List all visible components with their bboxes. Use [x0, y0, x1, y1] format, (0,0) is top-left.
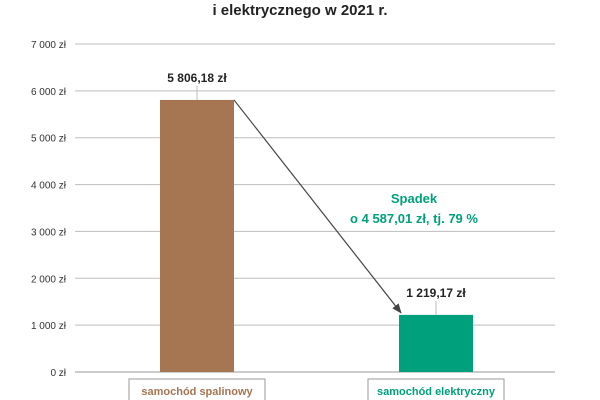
category-label: samochód elektryczny	[377, 386, 496, 398]
y-tick-label: 0 zł	[50, 368, 66, 379]
gridlines	[75, 43, 555, 373]
y-axis: 0 zł 1 000 zł 2 000 zł 3 000 zł 4 000 zł 5 00…	[31, 40, 67, 379]
y-tick-label: 1 000 zł	[31, 321, 67, 332]
decrease-arrow	[233, 99, 402, 314]
y-tick-label: 7 000 zł	[31, 40, 67, 51]
y-tick-label: 5 000 zł	[31, 134, 67, 145]
annotation-line: Spadek	[391, 191, 438, 206]
y-tick-label: 2 000 zł	[31, 274, 67, 285]
decrease-annotation: Spadek o 4 587,01 zł, tj. 79 %	[350, 191, 478, 226]
y-tick-label: 6 000 zł	[31, 87, 67, 98]
data-label: 1 219,17 zł	[406, 286, 466, 300]
annotation-line: o 4 587,01 zł, tj. 79 %	[350, 211, 478, 226]
chart-title: i elektrycznego w 2021 r.	[212, 2, 387, 19]
data-label: 5 806,18 zł	[167, 71, 227, 85]
category-box	[128, 378, 266, 400]
bar	[160, 99, 234, 372]
y-tick-label: 4 000 zł	[31, 181, 67, 192]
bar	[399, 314, 473, 372]
category-box	[367, 378, 505, 400]
category-label: samochód spalinowy	[141, 386, 253, 398]
category-labels: samochód spalinowy samochód elektryczny	[128, 378, 505, 400]
bars: 5 806,18 zł 1 219,17 zł	[160, 71, 473, 372]
y-tick-label: 3 000 zł	[31, 227, 67, 238]
